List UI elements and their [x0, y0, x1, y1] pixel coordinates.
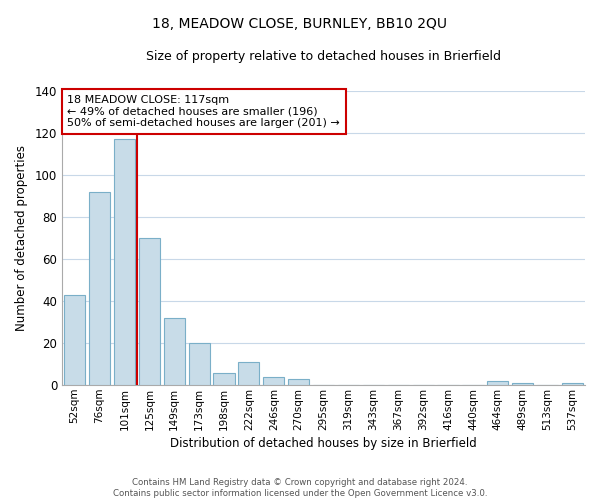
Bar — [487, 381, 508, 385]
Bar — [188, 343, 209, 385]
Bar — [139, 238, 160, 385]
Title: Size of property relative to detached houses in Brierfield: Size of property relative to detached ho… — [146, 50, 501, 63]
Bar — [214, 372, 235, 385]
Bar — [114, 139, 135, 385]
Bar — [64, 294, 85, 385]
Bar — [562, 383, 583, 385]
Bar — [288, 379, 309, 385]
Y-axis label: Number of detached properties: Number of detached properties — [15, 145, 28, 331]
Bar — [512, 383, 533, 385]
Bar — [164, 318, 185, 385]
Bar — [263, 376, 284, 385]
Bar — [238, 362, 259, 385]
Text: 18 MEADOW CLOSE: 117sqm
← 49% of detached houses are smaller (196)
50% of semi-d: 18 MEADOW CLOSE: 117sqm ← 49% of detache… — [67, 95, 340, 128]
X-axis label: Distribution of detached houses by size in Brierfield: Distribution of detached houses by size … — [170, 437, 477, 450]
Bar — [89, 192, 110, 385]
Text: 18, MEADOW CLOSE, BURNLEY, BB10 2QU: 18, MEADOW CLOSE, BURNLEY, BB10 2QU — [152, 18, 448, 32]
Text: Contains HM Land Registry data © Crown copyright and database right 2024.
Contai: Contains HM Land Registry data © Crown c… — [113, 478, 487, 498]
